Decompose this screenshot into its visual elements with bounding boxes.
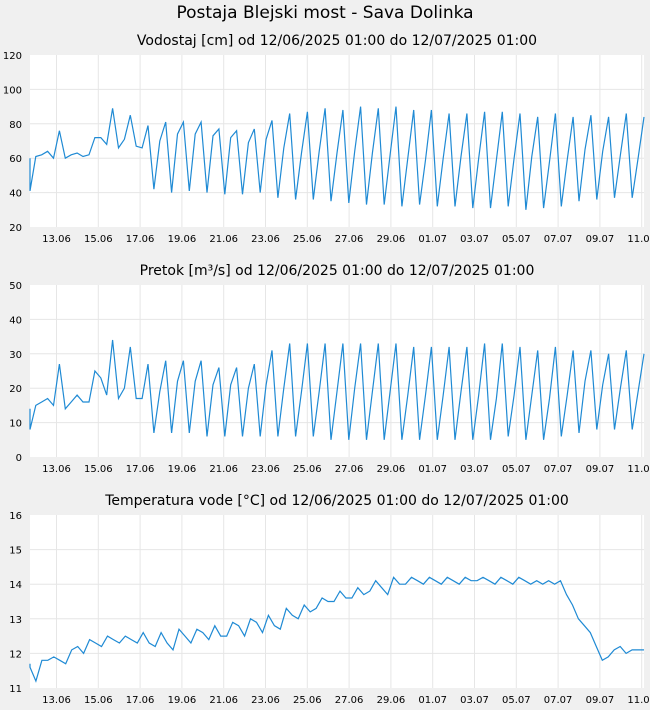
chart-panel-3: Temperatura vode [°C] od 12/06/2025 01:0… xyxy=(9,493,650,706)
x-tick-label: 23.06 xyxy=(251,234,280,245)
x-tick-label: 09.07 xyxy=(586,464,615,475)
figure-title: Postaja Blejski most - Sava Dolinka xyxy=(176,3,474,23)
plot-area xyxy=(30,285,644,457)
y-tick-label: 80 xyxy=(9,120,22,131)
x-tick-label: 27.06 xyxy=(335,234,364,245)
x-tick-label: 05.07 xyxy=(502,464,531,475)
x-tick-label: 11.07 xyxy=(627,234,650,245)
y-tick-label: 14 xyxy=(9,580,22,591)
x-tick-label: 05.07 xyxy=(502,234,531,245)
x-tick-label: 09.07 xyxy=(586,695,615,706)
y-tick-label: 100 xyxy=(3,85,22,96)
x-tick-label: 25.06 xyxy=(293,695,322,706)
y-tick-label: 13 xyxy=(9,615,22,626)
x-tick-label: 09.07 xyxy=(586,234,615,245)
x-tick-label: 25.06 xyxy=(293,234,322,245)
x-tick-label: 27.06 xyxy=(335,695,364,706)
plot-area xyxy=(30,55,644,227)
x-tick-label: 13.06 xyxy=(42,234,71,245)
y-tick-label: 10 xyxy=(9,419,22,430)
y-tick-label: 40 xyxy=(9,315,22,326)
chart-title: Pretok [m³/s] od 12/06/2025 01:00 do 12/… xyxy=(140,263,535,279)
x-tick-label: 21.06 xyxy=(209,234,238,245)
y-tick-label: 20 xyxy=(9,223,22,234)
chart-panel-1: Vodostaj [cm] od 12/06/2025 01:00 do 12/… xyxy=(3,33,650,245)
y-tick-label: 12 xyxy=(9,649,22,660)
y-tick-label: 11 xyxy=(9,684,22,695)
x-tick-label: 11.07 xyxy=(627,695,650,706)
chart-panel-2: Pretok [m³/s] od 12/06/2025 01:00 do 12/… xyxy=(9,263,650,475)
x-tick-label: 15.06 xyxy=(84,234,113,245)
x-tick-label: 23.06 xyxy=(251,695,280,706)
chart-title: Vodostaj [cm] od 12/06/2025 01:00 do 12/… xyxy=(137,33,537,49)
x-tick-label: 01.07 xyxy=(418,464,447,475)
x-tick-label: 11.07 xyxy=(627,464,650,475)
x-tick-label: 29.06 xyxy=(377,234,406,245)
x-tick-label: 03.07 xyxy=(460,234,489,245)
y-tick-label: 50 xyxy=(9,281,22,292)
y-tick-label: 40 xyxy=(9,189,22,200)
y-tick-label: 20 xyxy=(9,384,22,395)
x-tick-label: 07.07 xyxy=(544,234,573,245)
x-tick-label: 01.07 xyxy=(418,234,447,245)
x-tick-label: 03.07 xyxy=(460,464,489,475)
x-tick-label: 15.06 xyxy=(84,695,113,706)
chart-title: Temperatura vode [°C] od 12/06/2025 01:0… xyxy=(104,493,569,509)
x-tick-label: 23.06 xyxy=(251,464,280,475)
x-tick-label: 29.06 xyxy=(377,464,406,475)
series-line-1 xyxy=(29,576,644,683)
y-tick-label: 16 xyxy=(9,511,22,522)
y-tick-label: 15 xyxy=(9,546,22,557)
x-tick-label: 25.06 xyxy=(293,464,322,475)
x-tick-label: 29.06 xyxy=(377,695,406,706)
x-tick-label: 13.06 xyxy=(42,695,71,706)
x-tick-label: 27.06 xyxy=(335,464,364,475)
series-line-1 xyxy=(29,106,645,210)
y-tick-label: 60 xyxy=(9,154,22,165)
x-tick-label: 15.06 xyxy=(84,464,113,475)
x-tick-label: 07.07 xyxy=(544,464,573,475)
y-tick-label: 30 xyxy=(9,350,22,361)
x-tick-label: 13.06 xyxy=(42,464,71,475)
series-line-1 xyxy=(29,339,645,440)
x-tick-label: 05.07 xyxy=(502,695,531,706)
x-tick-label: 01.07 xyxy=(418,695,447,706)
y-tick-label: 0 xyxy=(16,453,22,464)
x-tick-label: 21.06 xyxy=(209,695,238,706)
x-tick-label: 17.06 xyxy=(126,234,155,245)
x-tick-label: 19.06 xyxy=(168,234,197,245)
x-tick-label: 07.07 xyxy=(544,695,573,706)
x-tick-label: 19.06 xyxy=(168,695,197,706)
x-tick-label: 17.06 xyxy=(126,695,155,706)
plot-area xyxy=(30,515,644,688)
x-tick-label: 17.06 xyxy=(126,464,155,475)
x-tick-label: 21.06 xyxy=(209,464,238,475)
y-tick-label: 120 xyxy=(3,51,22,62)
x-tick-label: 03.07 xyxy=(460,695,489,706)
x-tick-label: 19.06 xyxy=(168,464,197,475)
